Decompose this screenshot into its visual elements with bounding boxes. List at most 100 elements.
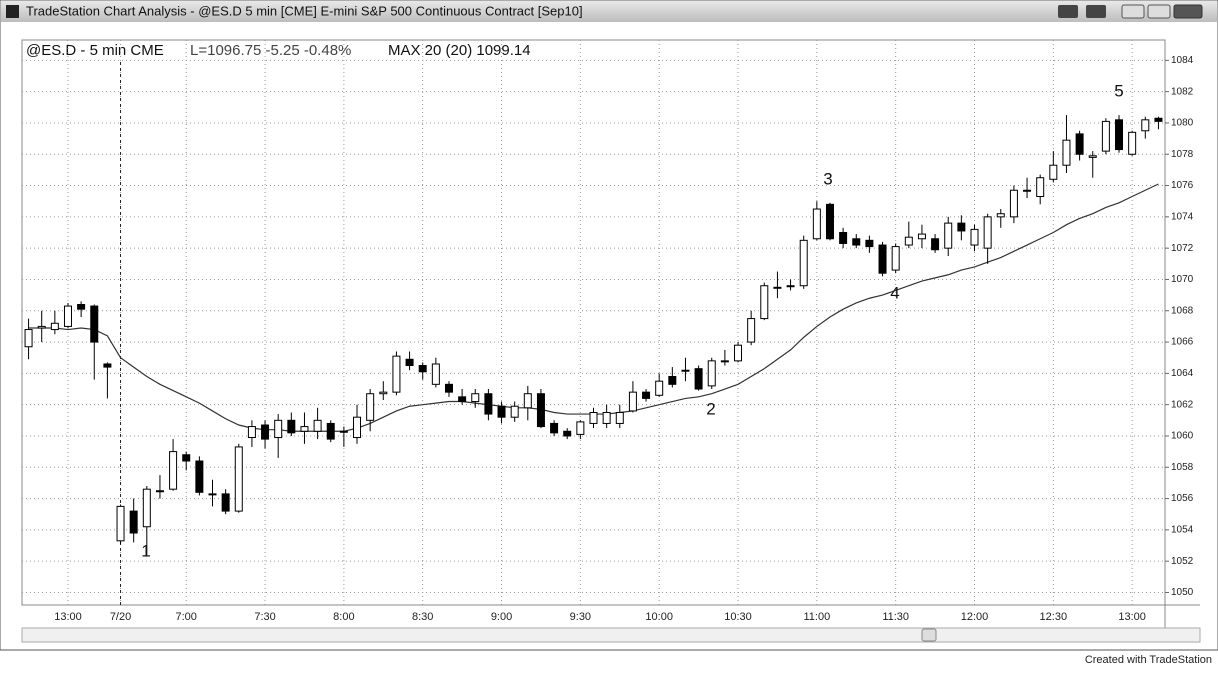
- candle-body: [734, 344, 743, 362]
- x-tick-label: 13:00: [54, 611, 82, 623]
- candle-body: [444, 383, 453, 393]
- annotation: 3: [823, 169, 832, 188]
- candle-body: [681, 369, 690, 372]
- footer: Created with TradeStation: [1085, 654, 1212, 666]
- candle-body: [1101, 120, 1110, 152]
- toolbar-button[interactable]: [1086, 5, 1106, 18]
- candle-body: [1154, 117, 1163, 122]
- candle-body: [523, 393, 532, 409]
- candle-body: [37, 325, 46, 329]
- x-tick-label: 7/20: [110, 611, 131, 623]
- candle-body: [957, 222, 966, 232]
- candle-body: [694, 368, 703, 390]
- chart-title: @ES.D - 5 min CME: [26, 42, 164, 59]
- y-tick-label: 1050: [1171, 587, 1194, 598]
- candle-body: [786, 285, 795, 288]
- y-tick-label: 1074: [1171, 211, 1194, 222]
- candle-body: [261, 424, 270, 440]
- candle-body: [931, 238, 940, 251]
- candle-body: [668, 375, 677, 385]
- candle-body: [707, 360, 716, 387]
- x-tick-label: 7:00: [176, 611, 197, 623]
- x-tick-label: 11:30: [882, 611, 909, 623]
- candle-body: [287, 419, 296, 434]
- candle-body: [655, 380, 664, 396]
- candle-body: [103, 363, 112, 368]
- x-tick-label: 9:00: [491, 611, 512, 623]
- y-tick-label: 1070: [1171, 274, 1194, 285]
- candle-body: [392, 355, 401, 393]
- candle-body: [326, 422, 335, 440]
- candle-body: [760, 285, 769, 320]
- y-tick-label: 1072: [1171, 243, 1194, 254]
- candle-body: [602, 411, 611, 424]
- y-tick-label: 1084: [1171, 55, 1194, 66]
- candle-body: [1049, 164, 1058, 180]
- candle-body: [484, 393, 493, 415]
- candle-body: [615, 411, 624, 424]
- candle-body: [852, 238, 861, 246]
- scrollbar[interactable]: [21, 627, 1201, 643]
- y-tick-label: 1082: [1171, 86, 1194, 97]
- maximize-button[interactable]: [1147, 4, 1171, 19]
- y-tick-label: 1064: [1171, 368, 1194, 379]
- candle-body: [497, 405, 506, 418]
- candle-body: [865, 239, 874, 248]
- window-title: TradeStation Chart Analysis - @ES.D 5 mi…: [26, 3, 583, 18]
- y-tick-label: 1056: [1171, 493, 1194, 504]
- candle-body: [1088, 155, 1097, 158]
- candle-body: [812, 208, 821, 240]
- plot: 1050 1052 1054 1056 1058 1060 1062 1064 1066 1068…: [22, 40, 1194, 623]
- x-tick-label: 8:30: [412, 611, 433, 623]
- x-tick-label: 12:00: [961, 611, 989, 623]
- candle-body: [747, 318, 756, 343]
- candle-body: [1075, 133, 1084, 155]
- plot-area: [21, 39, 1166, 606]
- candle-body: [1009, 189, 1018, 218]
- minimize-button[interactable]: [1121, 4, 1145, 19]
- candle-body: [839, 232, 848, 244]
- annotation: 2: [706, 399, 715, 418]
- candle-body: [1023, 189, 1032, 192]
- candle-body: [300, 426, 309, 432]
- annotation: 5: [1114, 81, 1123, 100]
- candle-body: [50, 322, 59, 331]
- candle-body: [996, 213, 1005, 218]
- candle-body: [339, 430, 348, 433]
- candle-body: [234, 446, 243, 512]
- x-tick-label: 13:00: [1118, 611, 1146, 623]
- scroll-thumb[interactable]: [921, 628, 937, 642]
- candle-body: [129, 510, 138, 534]
- x-tick-label: 7:30: [254, 611, 275, 623]
- candle-body: [642, 391, 651, 399]
- annotation: 4: [890, 283, 899, 302]
- x-tick-label: 10:30: [724, 611, 752, 623]
- candle-body: [182, 454, 191, 462]
- candle-body: [116, 505, 125, 542]
- candle-body: [366, 393, 375, 421]
- candle-body: [1036, 177, 1045, 198]
- x-tick-label: 10:00: [645, 611, 673, 623]
- candle-body: [983, 216, 992, 249]
- candle-body: [353, 416, 362, 439]
- y-tick-label: 1080: [1171, 118, 1194, 129]
- candle-body: [208, 493, 217, 496]
- candle-body: [904, 236, 913, 246]
- candle-body: [576, 421, 585, 435]
- candle-body: [720, 360, 729, 363]
- candle-body: [24, 329, 33, 348]
- candle-body: [142, 488, 151, 528]
- candle-body: [169, 451, 178, 490]
- candle-body: [63, 305, 72, 327]
- y-tick-label: 1052: [1171, 556, 1194, 567]
- candle-body: [1141, 119, 1150, 132]
- candle-body: [944, 222, 953, 249]
- y-tick-label: 1076: [1171, 180, 1194, 191]
- candle-body: [221, 493, 230, 512]
- candle-body: [917, 233, 926, 240]
- toolbar-button[interactable]: [1058, 5, 1078, 18]
- candle-body: [1115, 119, 1124, 151]
- x-tick-label: 8:00: [333, 611, 354, 623]
- close-button[interactable]: [1173, 4, 1203, 19]
